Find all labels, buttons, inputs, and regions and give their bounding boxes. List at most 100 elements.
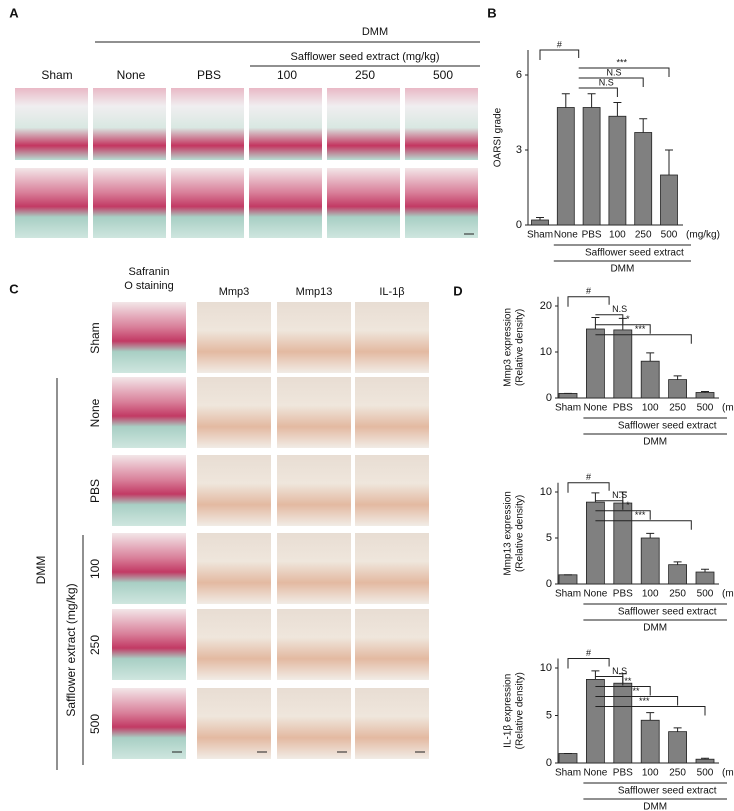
significance-bracket (595, 706, 706, 716)
y-tick-label: 10 (540, 486, 552, 498)
histology-image (277, 455, 351, 526)
significance-bracket (595, 676, 624, 686)
x-tick-label: 500 (661, 230, 678, 241)
histology-image (15, 88, 88, 160)
bar (668, 564, 687, 585)
row-label: None (88, 398, 102, 427)
histology-image (249, 88, 322, 160)
error-bar (701, 757, 709, 760)
x-tick-label: Sham (555, 403, 581, 414)
x-tick-label: Sham (555, 589, 581, 600)
y-tick-label: 3 (516, 144, 522, 156)
panel-label: A (9, 5, 19, 20)
x-tick-label: 250 (669, 589, 686, 600)
group-label: Safflower seed extract (618, 607, 717, 618)
significance-label: *** (635, 510, 646, 520)
bar (586, 679, 605, 764)
histology-image (277, 609, 351, 680)
histology-image (277, 533, 351, 604)
histology-image (197, 302, 271, 373)
unit-label: (mg/kg) (722, 403, 734, 414)
significance-bracket (595, 500, 624, 510)
significance-bracket (595, 324, 651, 334)
histology-image (277, 377, 351, 448)
significance-bracket (567, 658, 610, 669)
x-tick-label: 100 (609, 230, 626, 241)
column-label: Mmp13 (296, 286, 333, 298)
error-bar (673, 375, 682, 380)
significance-bracket (567, 296, 610, 307)
y-tick-label: 10 (540, 346, 552, 358)
group-label: DMM (34, 556, 48, 585)
y-tick-label: 10 (540, 662, 552, 674)
histology-image (93, 88, 166, 160)
significance-bracket (595, 510, 651, 520)
column-label: 100 (277, 68, 297, 82)
significance-bracket (595, 686, 651, 696)
y-axis-label: IL-1β expression (503, 674, 514, 748)
column-label: O staining (124, 280, 174, 292)
subgroup-label: Safflower extract (mg/kg) (64, 583, 78, 716)
error-bar (665, 149, 673, 175)
significance-label: N.S (612, 490, 627, 500)
column-label: 500 (433, 68, 453, 82)
x-tick-label: None (583, 768, 607, 779)
y-tick-label: 5 (546, 532, 552, 544)
significance-bracket (595, 696, 679, 706)
group-label: Safflower seed extract (585, 248, 684, 259)
row-label: PBS (88, 479, 102, 503)
histology-image (197, 533, 271, 604)
histology-image (112, 688, 186, 759)
bar (558, 392, 578, 399)
significance-label: * (626, 500, 630, 510)
histology-image (93, 168, 166, 238)
error-bar (701, 391, 709, 393)
bar (668, 379, 687, 399)
y-tick-label: 20 (540, 300, 552, 312)
bar (556, 107, 575, 226)
unit-label: (mg/kg) (722, 768, 734, 779)
histology-image (405, 88, 478, 160)
y-axis-label: (Relative density) (515, 309, 526, 386)
x-tick-label: None (583, 589, 607, 600)
error-bar (591, 670, 600, 680)
x-tick-label: 100 (642, 403, 659, 414)
x-tick-label: 250 (669, 768, 686, 779)
histology-image (249, 168, 322, 238)
bar (586, 328, 605, 399)
bar (558, 574, 578, 585)
significance-label: # (557, 39, 562, 49)
bar (613, 329, 633, 399)
column-label: Safranin (129, 266, 170, 278)
error-bar (646, 532, 655, 538)
unit-label: (mg/kg) (686, 230, 720, 241)
error-bar (701, 568, 709, 573)
significance-label: * (626, 314, 630, 324)
bar (582, 107, 601, 226)
x-tick-label: Sham (555, 768, 581, 779)
histology-image (112, 377, 186, 448)
significance-label: N.S (599, 77, 614, 87)
error-bar (673, 727, 682, 732)
significance-label: *** (635, 324, 646, 334)
histology-image (171, 168, 244, 238)
bar (668, 731, 687, 764)
significance-label: N.S (612, 304, 627, 314)
row-label: 500 (88, 714, 102, 734)
panel-label: C (9, 281, 19, 296)
histology-image (355, 455, 429, 526)
significance-label: N.S (612, 666, 627, 676)
x-tick-label: 500 (697, 403, 714, 414)
bar (613, 502, 633, 585)
significance-label: ** (633, 686, 641, 696)
group-label: Safflower seed extract (618, 421, 717, 432)
group-label: DMM (643, 437, 667, 448)
group-label: Safflower seed extract (618, 786, 717, 797)
x-tick-label: PBS (582, 230, 602, 241)
histology-image (112, 533, 186, 604)
significance-bracket (578, 67, 670, 77)
bar (660, 174, 678, 226)
group-label: DMM (362, 26, 388, 38)
x-tick-label: PBS (613, 403, 633, 414)
error-bar (613, 102, 622, 117)
